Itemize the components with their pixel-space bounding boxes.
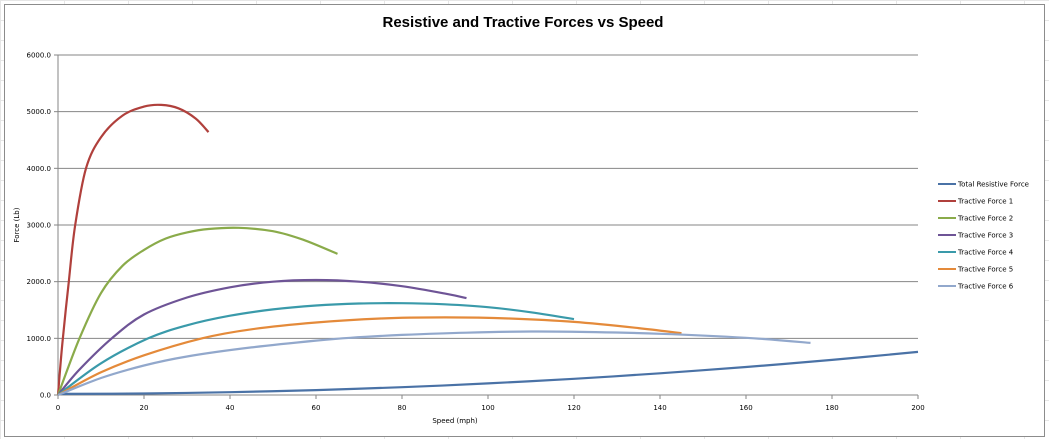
x-tick-label: 0 [56,404,60,412]
legend-item-tractive-force-5[interactable]: Tractive Force 5 [938,266,1013,274]
x-axis-label: Speed (mph) [432,417,478,425]
x-tick-label: 40 [226,404,235,412]
legend-label: Total Resistive Force [957,181,1029,189]
legend-label: Tractive Force 1 [957,198,1013,206]
chart-area[interactable] [4,4,1045,437]
x-tick-label: 60 [312,404,321,412]
y-tick-label: 0.0 [40,392,51,400]
legend-item-tractive-force-4[interactable]: Tractive Force 4 [938,249,1014,257]
series-line-tractive-force-4 [57,302,575,396]
series-line-tractive-force-3 [57,278,467,396]
series-line-tractive-force-1 [56,103,210,396]
y-tick-label: 3000.0 [27,222,52,230]
x-tick-label: 180 [825,404,838,412]
legend-label: Tractive Force 3 [957,232,1013,240]
legend-label: Tractive Force 4 [957,249,1014,257]
y-tick-label: 4000.0 [27,165,52,173]
y-tick-label: 5000.0 [27,108,52,116]
x-tick-label: 80 [398,404,407,412]
x-tick-label: 200 [911,404,924,412]
legend[interactable]: Total Resistive Force Tractive Force 1 Tra… [938,181,1029,291]
y-tick-label: 6000.0 [27,52,52,60]
legend-item-tractive-force-3[interactable]: Tractive Force 3 [938,232,1013,240]
x-tick-label: 160 [739,404,752,412]
legend-item-total-resistive-force[interactable]: Total Resistive Force [938,181,1029,189]
y-tick-label: 1000.0 [27,335,52,343]
x-tick-label: 140 [653,404,666,412]
x-tick-label: 100 [481,404,494,412]
x-tick-label: 120 [567,404,580,412]
legend-item-tractive-force-6[interactable]: Tractive Force 6 [938,283,1014,291]
legend-label: Tractive Force 5 [957,266,1013,274]
gridlines [58,54,918,339]
y-axis-label: Force (Lb) [13,207,21,242]
legend-label: Tractive Force 2 [957,215,1013,223]
y-axis-ticks: 0.0 1000.0 2000.0 3000.0 4000.0 5000.0 6000.0 [27,52,58,400]
legend-label: Tractive Force 6 [957,283,1014,291]
plot-series [56,103,919,397]
series-line-tractive-force-6 [57,330,811,397]
x-axis-ticks: 0 20 40 60 80 100 120 140 160 180 200 [56,395,925,412]
legend-item-tractive-force-1[interactable]: Tractive Force 1 [938,198,1013,206]
y-tick-label: 2000.0 [27,278,52,286]
legend-item-tractive-force-2[interactable]: Tractive Force 2 [938,215,1013,223]
x-tick-label: 20 [140,404,149,412]
chart-title: Resistive and Tractive Forces vs Speed [383,14,664,31]
series-line-tractive-force-5 [57,316,682,396]
series-line-total-resistive-force [57,350,919,395]
series-line-tractive-force-2 [56,226,338,396]
